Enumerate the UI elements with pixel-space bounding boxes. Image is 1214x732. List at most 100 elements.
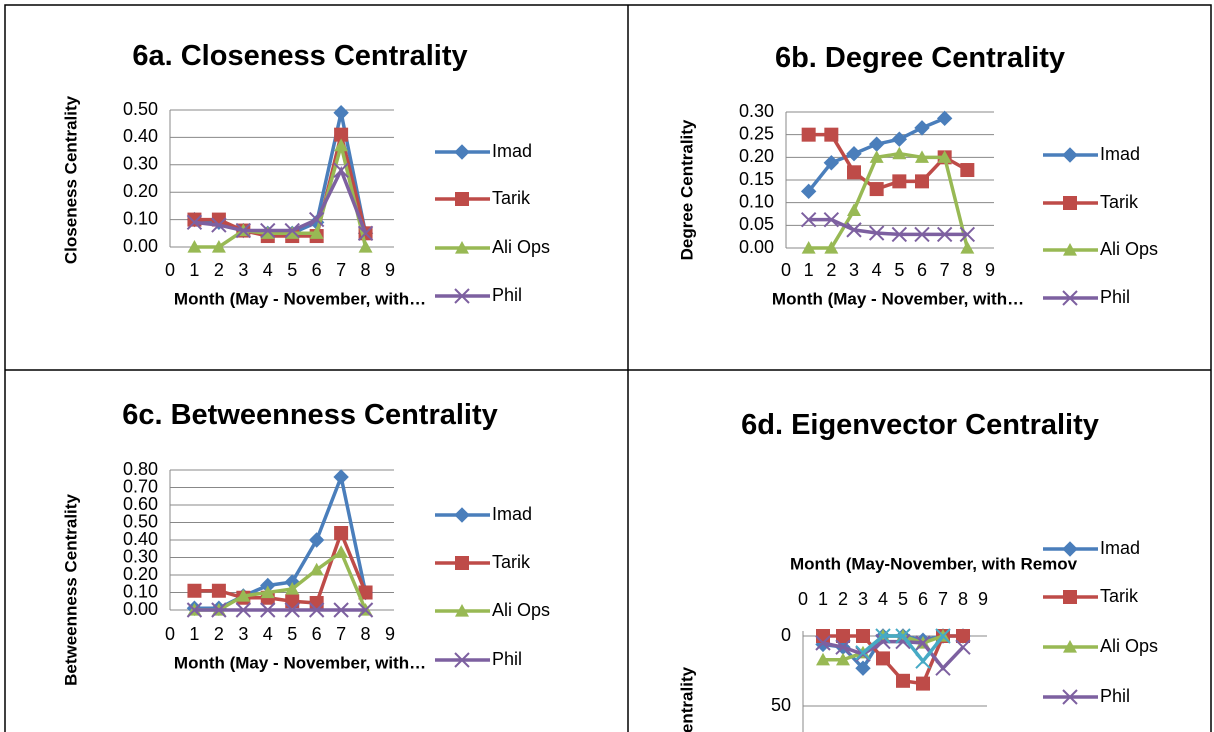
marker — [309, 596, 324, 610]
x-tick-label: 5 — [287, 624, 297, 644]
x-tick-label: 6 — [312, 624, 322, 644]
x-tick-label: 1 — [189, 624, 199, 644]
marker — [960, 241, 975, 254]
x-tick-label: 5 — [287, 260, 297, 280]
marker — [308, 211, 325, 228]
y-tick-label: 0.30 — [739, 101, 774, 121]
chart-title: 6d. Eigenvector Centrality — [741, 409, 1099, 441]
legend-label: Imad — [492, 504, 532, 524]
marker — [846, 222, 862, 238]
x-tick-label: 7 — [336, 260, 346, 280]
marker — [836, 652, 850, 666]
y-tick-label: 0.00 — [739, 237, 774, 257]
x-tick-label: 2 — [214, 624, 224, 644]
y-tick-label: 0.00 — [123, 599, 158, 619]
marker — [186, 602, 203, 618]
y-tick-label: 0.20 — [123, 181, 158, 201]
y-axis-label: Betweenness Centrality — [61, 494, 80, 686]
x-tick-label: 2 — [826, 260, 836, 280]
x-tick-label: 7 — [938, 589, 948, 609]
y-tick-label: 0.25 — [739, 123, 774, 143]
marker — [915, 174, 929, 189]
x-axis-label: Month (May - November, with… — [772, 289, 1024, 308]
marker — [855, 660, 871, 676]
marker — [284, 602, 300, 618]
marker — [891, 226, 908, 243]
y-tick-label: 0.20 — [739, 146, 774, 166]
x-tick-label: 6 — [312, 260, 322, 280]
y-axis-label: Degree Centrality — [677, 119, 696, 260]
x-tick-label: 0 — [165, 260, 175, 280]
y-tick-label: 0.05 — [739, 214, 774, 234]
marker — [836, 629, 850, 643]
marker — [454, 288, 470, 304]
chart: 0.00 0.10 0.20 0.30 0.40 0.50 0 1 2 3 4 5 6 7 8 9 Month … — [61, 95, 550, 308]
marker — [937, 150, 952, 163]
marker — [847, 165, 861, 180]
marker — [876, 651, 890, 666]
marker — [308, 532, 325, 548]
marker — [187, 583, 202, 598]
series-line — [194, 549, 368, 612]
marker — [260, 222, 276, 239]
marker — [285, 582, 300, 595]
marker — [1062, 689, 1078, 705]
marker — [333, 602, 349, 618]
marker — [935, 628, 951, 644]
marker — [211, 583, 226, 598]
marker — [1062, 290, 1078, 306]
marker — [823, 211, 840, 228]
x-tick-label: 7 — [336, 624, 346, 644]
marker — [800, 211, 817, 228]
marker — [936, 110, 953, 127]
marker — [454, 507, 470, 523]
x-tick-label: 9 — [978, 589, 988, 609]
marker — [896, 673, 910, 688]
marker — [915, 150, 929, 163]
marker — [334, 138, 349, 152]
x-axis-label: Month (May - November, with… — [174, 289, 426, 308]
marker — [1063, 243, 1077, 256]
marker — [800, 183, 817, 200]
marker — [847, 203, 861, 216]
marker — [892, 146, 907, 160]
x-tick-label: 6 — [917, 260, 927, 280]
marker — [455, 604, 469, 617]
legend-label: Imad — [492, 141, 532, 161]
y-tick-label: 0 — [781, 625, 791, 645]
x-tick-label: 0 — [165, 624, 175, 644]
marker — [916, 676, 930, 691]
x-tick-label: 9 — [385, 260, 395, 280]
legend-label: Ali Ops — [492, 600, 550, 620]
legend-label: Phil — [1100, 287, 1130, 307]
y-tick-label: 0.10 — [123, 581, 158, 601]
legend-label: Tarik — [492, 188, 531, 208]
chart-title: 6a. Closeness Centrality — [132, 40, 468, 72]
marker — [455, 556, 469, 570]
marker — [824, 127, 839, 142]
marker — [914, 226, 930, 243]
legend-label: Phil — [1100, 686, 1130, 706]
x-axis-label: Month (May - November, with… — [174, 653, 426, 672]
marker — [333, 162, 349, 178]
marker — [959, 226, 976, 243]
marker — [334, 127, 349, 142]
marker — [454, 144, 470, 160]
legend-label: Ali Ops — [492, 237, 550, 257]
marker — [1063, 640, 1077, 653]
y-axis-label: entrality — [677, 666, 696, 732]
marker — [358, 585, 373, 600]
legend-label: Tarik — [1100, 192, 1139, 212]
chart: 0.000.100.200.300.400.500.600.700.80 0 1 2 3… — [61, 459, 550, 686]
x-tick-label: 0 — [781, 260, 791, 280]
marker — [868, 225, 885, 241]
frame — [4, 4, 1212, 732]
chart-title: 6c. Betweenness Centrality — [122, 399, 498, 431]
marker — [455, 241, 469, 254]
marker — [186, 214, 203, 231]
marker — [260, 226, 275, 239]
y-tick-label: 0.50 — [123, 99, 158, 119]
